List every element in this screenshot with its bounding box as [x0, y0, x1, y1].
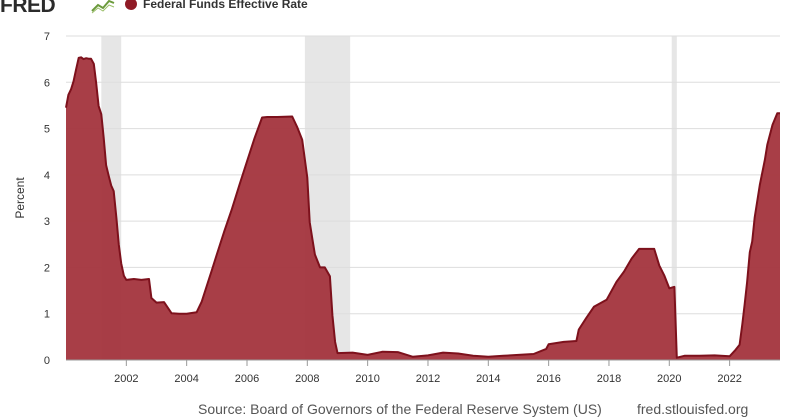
- y-axis-ticks: 0 1 2 3 4 5 6 7: [44, 31, 50, 367]
- y-tick-label-6: 6: [44, 77, 50, 89]
- y-tick-label-3: 3: [44, 216, 50, 228]
- y-tick-label-2: 2: [44, 262, 50, 274]
- x-tick-label-2: 2006: [235, 373, 259, 385]
- x-tick-label-6: 2014: [476, 373, 500, 385]
- y-axis-label: Percent: [13, 177, 27, 219]
- series-area-0: [66, 57, 780, 361]
- fred-logo[interactable]: FRED: [0, 0, 56, 17]
- sparkline-icon: [91, 0, 115, 14]
- y-tick-label-7: 7: [44, 31, 50, 43]
- y-tick-label-0: 0: [44, 355, 50, 367]
- plot-area: [65, 56, 780, 361]
- x-tick-label-9: 2020: [657, 373, 681, 385]
- chart-header: FRED Federal Funds Effective Rate: [0, 0, 800, 18]
- source-url[interactable]: fred.stlouisfed.org: [637, 401, 749, 417]
- series-line-0[interactable]: [65, 56, 780, 359]
- x-tick-label-10: 2022: [717, 373, 741, 385]
- x-tick-label-5: 2012: [416, 373, 440, 385]
- x-tick-label-7: 2016: [536, 373, 560, 385]
- source-note: Source: Board of Governors of the Federa…: [198, 401, 602, 417]
- x-tick-label-0: 2002: [114, 373, 138, 385]
- x-tick-label-8: 2018: [597, 373, 621, 385]
- line-chart: 0 1 2 3 4 5 6 7 2002 2004 2006 2008 2010 2012 2014 201…: [13, 31, 780, 385]
- legend-marker: [125, 0, 137, 10]
- y-tick-label-5: 5: [44, 124, 50, 136]
- y-tick-label-1: 1: [44, 309, 50, 321]
- x-tick-label-4: 2010: [355, 373, 379, 385]
- x-tick-label-3: 2008: [295, 373, 319, 385]
- x-axis-ticks: 2002 2004 2006 2008 2010 2012 2014 2016 2018 2020…: [114, 360, 742, 385]
- x-tick-label-1: 2004: [174, 373, 198, 385]
- y-tick-label-4: 4: [44, 170, 50, 182]
- legend-label[interactable]: Federal Funds Effective Rate: [143, 0, 308, 11]
- recession-band-2: [671, 36, 677, 360]
